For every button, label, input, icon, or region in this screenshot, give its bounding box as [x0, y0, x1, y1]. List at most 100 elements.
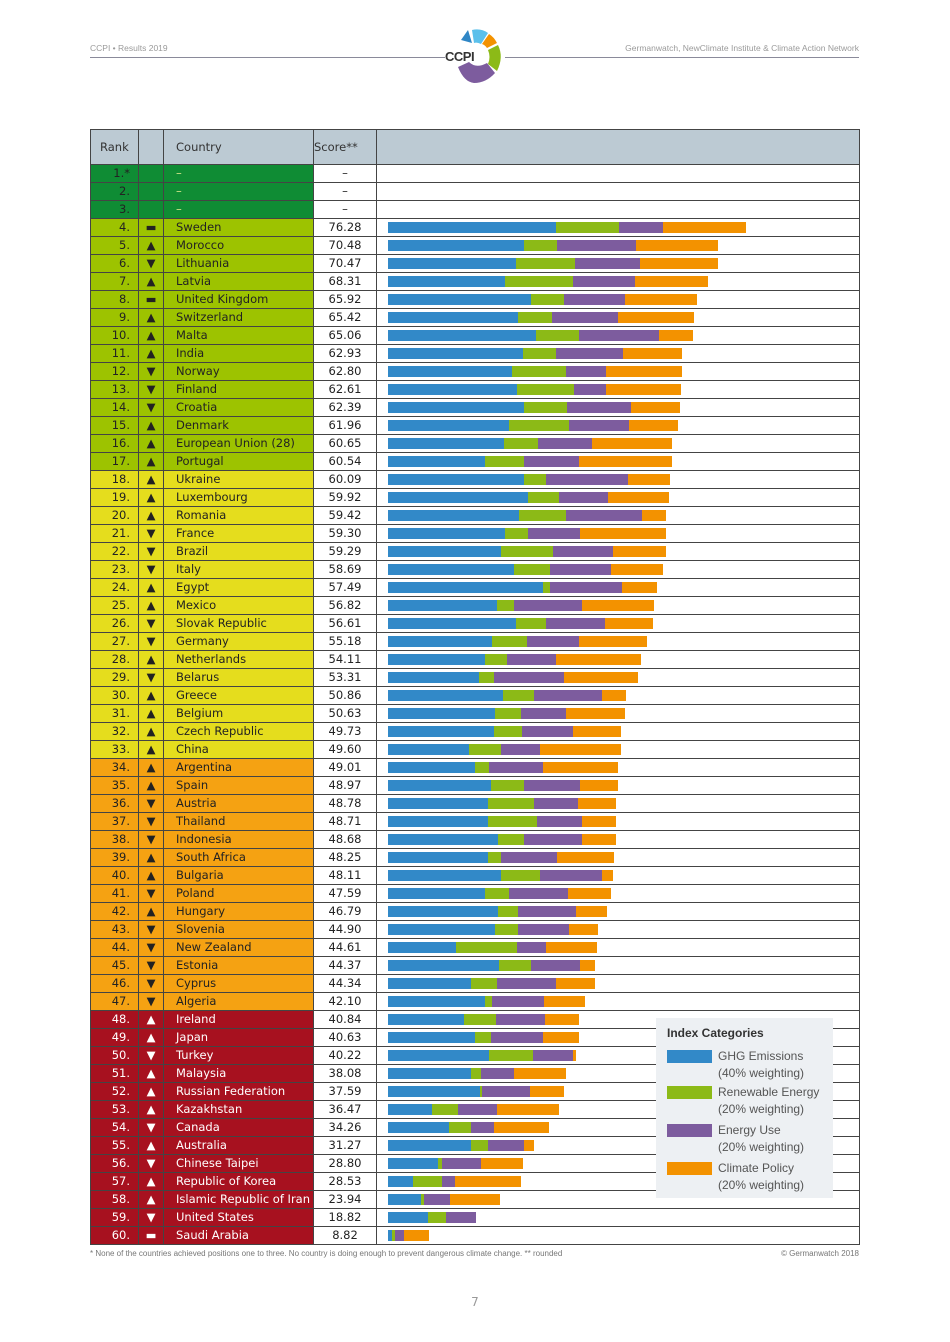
ghg-segment — [388, 240, 524, 251]
stacked-bar — [388, 636, 859, 647]
rank-cell: 21. — [90, 524, 139, 543]
renewable-segment — [514, 564, 550, 575]
stacked-bar — [388, 456, 859, 467]
trend-down-icon: ▼ — [138, 380, 164, 399]
bar-cell — [376, 938, 860, 957]
country-cell: India — [163, 344, 314, 363]
energy-use-segment — [533, 1050, 573, 1061]
climate-policy-segment — [540, 744, 621, 755]
climate-policy-segment — [580, 528, 666, 539]
climate-policy-segment — [579, 636, 647, 647]
bar-cell — [376, 1208, 860, 1227]
header-divider-left — [90, 57, 445, 58]
trend-down-icon: ▼ — [138, 956, 164, 975]
trend-down-icon: ▼ — [138, 560, 164, 579]
ghg-segment — [388, 510, 519, 521]
rank-cell: 51. — [90, 1064, 139, 1083]
country-cell: Australia — [163, 1136, 314, 1155]
renewable-segment — [485, 654, 507, 665]
bar-cell — [376, 488, 860, 507]
trend-up-icon: ▲ — [138, 272, 164, 291]
legend-label: Renewable Energy — [718, 1085, 820, 1099]
ghg-segment — [388, 546, 501, 557]
bar-cell — [376, 758, 860, 777]
renewable-segment — [438, 1158, 442, 1169]
trend-down-icon: ▼ — [138, 1154, 164, 1173]
energy-use-segment — [566, 366, 606, 377]
stacked-bar — [388, 996, 859, 1007]
climate-policy-segment — [481, 1158, 523, 1169]
rank-cell: 28. — [90, 650, 139, 669]
score-cell: 40.84 — [313, 1010, 377, 1029]
rank-cell: 9. — [90, 308, 139, 327]
table-row: 36. ▼ Austria 48.78 — [90, 794, 860, 813]
climate-policy-segment — [566, 708, 625, 719]
table-row: 59. ▼ United States 18.82 — [90, 1208, 860, 1227]
rank-cell: 22. — [90, 542, 139, 561]
country-cell: Bulgaria — [163, 866, 314, 885]
score-cell: 31.27 — [313, 1136, 377, 1155]
energy-use-segment — [573, 276, 635, 287]
country-cell: Italy — [163, 560, 314, 579]
energy-use-segment — [458, 1104, 497, 1115]
energy-use-segment — [556, 348, 623, 359]
table-body: 1.* – –2. – –3. – –4. ▬ Sweden 76.28 5. ▲ Morocco 70.… — [90, 164, 860, 1245]
energy-use-segment — [446, 1212, 476, 1223]
rank-cell: 56. — [90, 1154, 139, 1173]
rank-cell: 58. — [90, 1190, 139, 1209]
table-row: 44. ▼ New Zealand 44.61 — [90, 938, 860, 957]
renewable-segment — [516, 618, 546, 629]
energy-use-segment — [557, 240, 636, 251]
country-cell: – — [163, 200, 314, 219]
col-header-trend — [138, 129, 164, 165]
country-cell: Morocco — [163, 236, 314, 255]
renewable-segment — [488, 798, 534, 809]
rank-cell: 23. — [90, 560, 139, 579]
ghg-segment — [388, 582, 543, 593]
energy-use-segment — [492, 996, 544, 1007]
rank-cell: 29. — [90, 668, 139, 687]
renewable-segment — [528, 492, 559, 503]
renewable-segment — [497, 600, 514, 611]
renewable-segment — [432, 1104, 458, 1115]
renewable-segment — [524, 240, 557, 251]
table-row: 11. ▲ India 62.93 — [90, 344, 860, 363]
trend-up-icon: ▲ — [138, 1064, 164, 1083]
country-cell: Thailand — [163, 812, 314, 831]
trend-down-icon: ▼ — [138, 398, 164, 417]
country-cell: Hungary — [163, 902, 314, 921]
ghg-segment — [388, 276, 505, 287]
stacked-bar — [388, 600, 859, 611]
rank-cell: 46. — [90, 974, 139, 993]
trend-up-icon: ▲ — [138, 1100, 164, 1119]
score-cell: 62.39 — [313, 398, 377, 417]
energy-use-segment — [574, 384, 606, 395]
bar-cell — [376, 686, 860, 705]
renewable-segment — [480, 1086, 482, 1097]
bar-cell — [376, 452, 860, 471]
bar-cell — [376, 164, 860, 183]
table-row: 39. ▲ South Africa 48.25 — [90, 848, 860, 867]
country-cell: France — [163, 524, 314, 543]
bar-cell — [376, 398, 860, 417]
table-row: 23. ▼ Italy 58.69 — [90, 560, 860, 579]
trend-up-icon: ▲ — [138, 722, 164, 741]
country-cell: Turkey — [163, 1046, 314, 1065]
renewable-segment — [509, 420, 569, 431]
score-cell: 47.59 — [313, 884, 377, 903]
renewable-segment — [456, 942, 517, 953]
country-cell: Brazil — [163, 542, 314, 561]
energy-use-segment — [546, 618, 605, 629]
table-row: 47. ▼ Algeria 42.10 — [90, 992, 860, 1011]
trend-up-icon: ▲ — [138, 686, 164, 705]
score-cell: 62.93 — [313, 344, 377, 363]
ghg-segment — [388, 402, 524, 413]
table-row: 4. ▬ Sweden 76.28 — [90, 218, 860, 237]
ghg-segment — [388, 348, 523, 359]
energy-use-segment — [482, 1086, 530, 1097]
trend-up-icon: ▲ — [138, 326, 164, 345]
energy-use-segment — [550, 582, 622, 593]
ghg-segment — [388, 1176, 413, 1187]
climate-policy-segment — [631, 402, 680, 413]
ghg-segment — [388, 780, 491, 791]
